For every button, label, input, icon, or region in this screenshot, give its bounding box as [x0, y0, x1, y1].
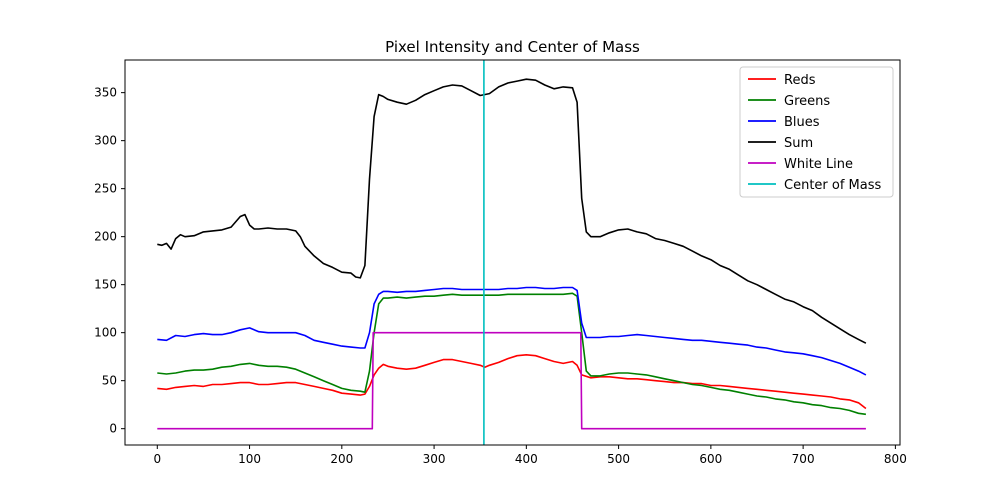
x-tick-label: 300: [423, 452, 446, 466]
y-tick-label: 100: [94, 326, 117, 340]
y-tick-label: 150: [94, 278, 117, 292]
legend-box: [739, 66, 894, 198]
series-line-reds: [157, 353, 867, 410]
y-tick-label: 300: [94, 134, 117, 148]
legend-label: Sum: [784, 136, 813, 151]
x-tick-label: 600: [699, 452, 722, 466]
series-line-blues: [157, 286, 867, 376]
legend: Reds Greens Blues Sum White Line Center of Ma…: [739, 66, 894, 198]
chart-title: Pixel Intensity and Center of Mass: [385, 38, 640, 56]
y-tick-label: 0: [109, 422, 117, 436]
axes-frame: [124, 59, 901, 446]
x-tick-label: 100: [238, 452, 261, 466]
series-line-white-line: [157, 331, 866, 430]
x-tick-label: 200: [330, 452, 353, 466]
y-tick-label: 200: [94, 230, 117, 244]
x-tick-label: 400: [515, 452, 538, 466]
legend-label: Reds: [784, 73, 816, 88]
x-axis: 0 100 200 300 400 500 600 700 800: [153, 445, 907, 466]
x-tick-label: 800: [884, 452, 907, 466]
plot-area: [157, 60, 867, 445]
legend-label: White Line: [784, 157, 853, 172]
x-tick-label: 0: [153, 452, 161, 466]
legend-label: Greens: [784, 94, 830, 109]
x-tick-label: 500: [607, 452, 630, 466]
series-line-sum: [157, 78, 867, 344]
series-line-greens: [157, 292, 867, 416]
y-tick-label: 250: [94, 182, 117, 196]
legend-label: Blues: [784, 115, 820, 130]
x-tick-label: 700: [792, 452, 815, 466]
y-tick-label: 50: [102, 374, 117, 388]
y-tick-label: 350: [94, 86, 117, 100]
legend-label: Center of Mass: [784, 178, 882, 193]
y-axis: 0 50 100 150 200 250 300 350: [94, 86, 125, 436]
